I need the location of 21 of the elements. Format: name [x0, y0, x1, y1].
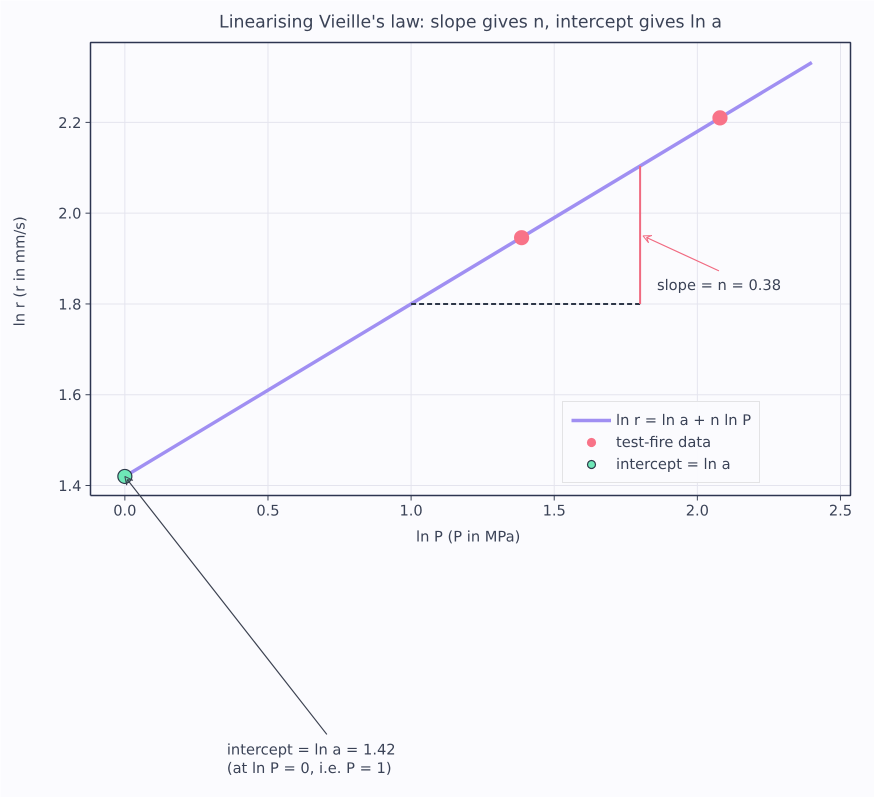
x-tick-label: 1.5 [542, 502, 566, 520]
y-tick-label: 2.2 [58, 114, 82, 132]
legend-label: test-fire data [616, 434, 712, 450]
legend-label: intercept = ln a [616, 456, 731, 472]
chart-title: Linearising Vieille's law: slope gives n, intercept gives ln a [219, 12, 722, 32]
x-tick-label: 2.5 [828, 502, 852, 520]
x-axis-title: ln P (P in MPa) [416, 528, 520, 546]
point [712, 110, 728, 126]
annotation: slope = n = 0.38 [656, 276, 782, 294]
y-axis-title: ln r (r in mm/s) [12, 216, 28, 326]
x-tick-label: 2.0 [686, 502, 710, 520]
annotation: intercept = ln a = 1.42 (at ln P = 0, i.e. P = 1) [226, 741, 396, 778]
legend-label: ln r = ln a + n ln P [616, 412, 752, 428]
y-tick-label: 1.8 [58, 296, 82, 314]
point [514, 230, 530, 246]
x-tick-label: 0.0 [113, 502, 137, 520]
x-tick-label: 1.0 [399, 502, 423, 520]
y-tick-label: 1.4 [58, 478, 82, 496]
x-tick-label: 0.5 [256, 502, 280, 520]
y-tick-label: 2.0 [58, 206, 82, 223]
y-tick-label: 1.6 [58, 387, 82, 404]
